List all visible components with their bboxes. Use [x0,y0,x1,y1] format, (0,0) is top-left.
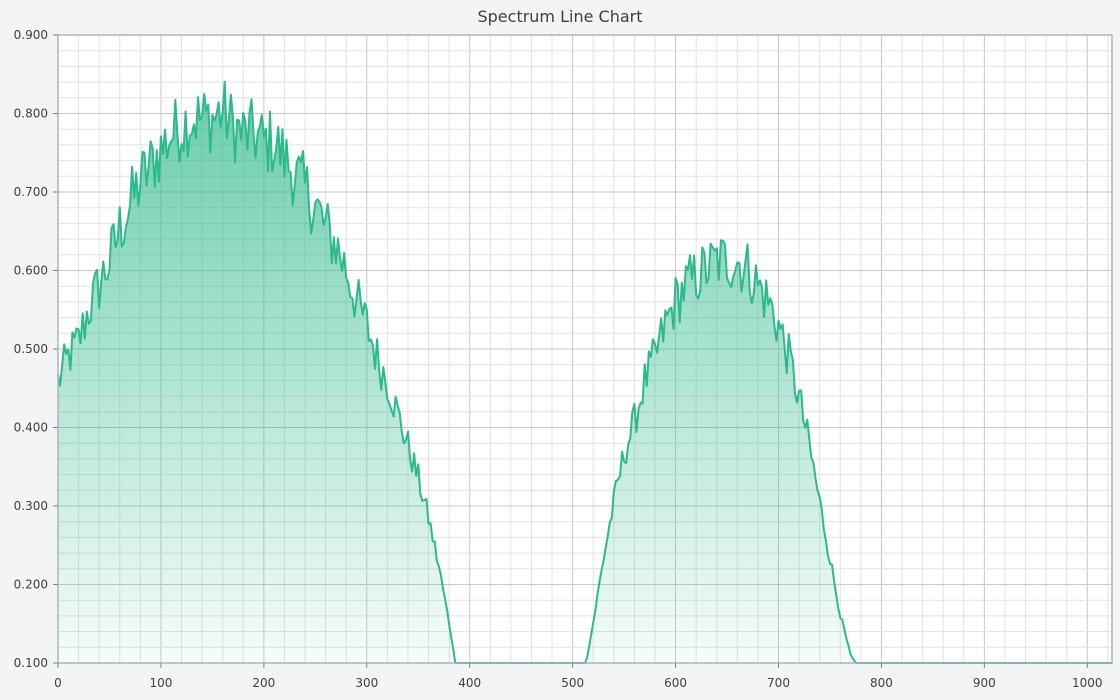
x-tick-label: 100 [149,676,172,690]
x-tick-label: 500 [561,676,584,690]
x-tick-label: 300 [355,676,378,690]
y-tick-label: 0.300 [14,499,48,513]
x-tick-label: 200 [252,676,275,690]
chart-title: Spectrum Line Chart [477,7,643,26]
x-tick-label: 400 [458,676,481,690]
y-tick-label: 0.600 [14,264,48,278]
x-tick-label: 1000 [1072,676,1103,690]
x-tick-label: 0 [54,676,62,690]
x-tick-label: 600 [664,676,687,690]
y-tick-label: 0.900 [14,28,48,42]
x-tick-label: 800 [870,676,893,690]
y-tick-label: 0.100 [14,656,48,670]
series-area [58,81,1112,664]
y-tick-label: 0.400 [14,421,48,435]
y-tick-label: 0.700 [14,185,48,199]
x-tick-label: 700 [767,676,790,690]
y-tick-label: 0.500 [14,342,48,356]
y-tick-label: 0.800 [14,107,48,121]
y-tick-label: 0.200 [14,578,48,592]
axes: 0.100 0.200 0.300 0.400 0.500 0.600 0.700 0.800… [14,28,1103,690]
x-tick-label: 900 [973,676,996,690]
